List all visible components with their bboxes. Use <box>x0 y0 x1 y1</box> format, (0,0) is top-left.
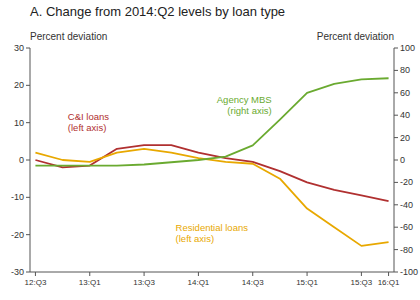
y2-tick-label: 0 <box>400 155 405 165</box>
x-axis-line <box>30 272 394 273</box>
title: A. Change from 2014:Q2 levels by loan ty… <box>30 4 285 19</box>
series-label-line: (right axis) <box>227 105 271 116</box>
y2-tick <box>394 204 398 205</box>
y2-tick <box>394 137 398 138</box>
x-tick <box>198 272 199 276</box>
y-tick <box>26 197 30 198</box>
y-tick-label: 0 <box>19 155 24 165</box>
y2-tick-label: -20 <box>400 177 413 187</box>
series-label: Residential loans(left axis) <box>176 222 249 244</box>
y-tick <box>26 122 30 123</box>
chart: A. Change from 2014:Q2 levels by loan ty… <box>0 0 420 300</box>
y-tick-label: 20 <box>14 80 24 90</box>
series-label-line: (left axis) <box>176 233 215 244</box>
series-label-line: (left axis) <box>68 122 107 133</box>
y2-tick <box>394 272 398 273</box>
x-tick <box>89 272 90 276</box>
series-label: C&I loans(left axis) <box>68 111 109 133</box>
y2-tick <box>394 92 398 93</box>
y2-tick-label: -80 <box>400 245 413 255</box>
x-tick <box>361 272 362 276</box>
x-tick-label: 12:Q3 <box>25 278 47 287</box>
y2-axis-label: Percent deviation <box>317 31 394 42</box>
x-tick <box>252 272 253 276</box>
series-line <box>35 149 388 246</box>
y-axis-label: Percent deviation <box>30 31 107 42</box>
y2-tick-label: -100 <box>400 267 418 277</box>
y2-tick <box>394 249 398 250</box>
y-tick-label: 10 <box>14 118 24 128</box>
x-tick-label: 13:Q1 <box>79 278 101 287</box>
series-line <box>35 145 388 201</box>
y-tick-label: -30 <box>11 267 24 277</box>
y-tick <box>26 234 30 235</box>
y2-tick-label: 40 <box>400 110 410 120</box>
y2-tick <box>394 48 398 49</box>
y-tick-label: -20 <box>11 230 24 240</box>
x-tick <box>144 272 145 276</box>
y2-tick-label: 100 <box>400 43 415 53</box>
y2-tick <box>394 160 398 161</box>
x-tick <box>307 272 308 276</box>
series-label-line: C&I loans <box>68 111 109 122</box>
x-tick-label: 13:Q3 <box>133 278 155 287</box>
series-label-line: Residential loans <box>176 222 249 233</box>
y2-tick <box>394 70 398 71</box>
y-tick-label: 30 <box>14 43 24 53</box>
y-tick-label: -10 <box>11 192 24 202</box>
series-label: Agency MBS(right axis) <box>217 94 272 116</box>
x-tick <box>35 272 36 276</box>
y2-tick <box>394 182 398 183</box>
y-tick <box>26 272 30 273</box>
series-label-line: Agency MBS <box>217 94 272 105</box>
y-tick <box>26 48 30 49</box>
x-tick <box>388 272 389 276</box>
x-tick-label: 16:Q1 <box>378 278 400 287</box>
y2-tick-label: -60 <box>400 222 413 232</box>
series-line <box>35 78 388 165</box>
y2-tick <box>394 115 398 116</box>
y2-tick <box>394 227 398 228</box>
x-tick-label: 15:Q1 <box>296 278 318 287</box>
y2-tick-label: 60 <box>400 88 410 98</box>
x-tick-label: 14:Q1 <box>188 278 210 287</box>
y-tick <box>26 160 30 161</box>
y2-tick-label: -40 <box>400 200 413 210</box>
y2-tick-label: 20 <box>400 133 410 143</box>
y2-tick-label: 80 <box>400 65 410 75</box>
plot-area <box>35 78 388 246</box>
x-tick-label: 14:Q3 <box>242 278 264 287</box>
x-tick-label: 15:Q3 <box>351 278 373 287</box>
y-tick <box>26 85 30 86</box>
